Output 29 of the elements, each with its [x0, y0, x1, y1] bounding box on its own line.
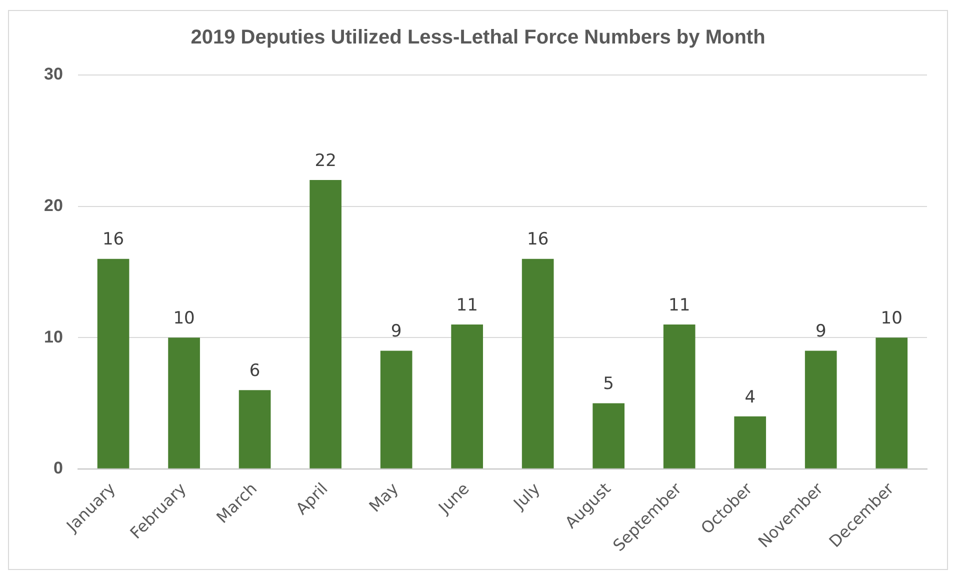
data-label: 9	[390, 322, 402, 342]
data-label: 10	[880, 308, 902, 329]
chart-title: 2019 Deputies Utilized Less-Lethal Force Numbers by Month	[190, 26, 766, 49]
data-label: 6	[249, 361, 260, 382]
data-label: 4	[744, 387, 756, 408]
bar	[310, 180, 342, 468]
bar	[804, 350, 837, 468]
y-tick-label: 0	[53, 458, 63, 478]
data-label: 5	[603, 374, 614, 394]
data-label: 16	[527, 230, 549, 250]
bar	[522, 258, 554, 468]
data-label: 11	[668, 295, 690, 316]
bar	[451, 324, 483, 468]
bar	[380, 350, 412, 468]
data-label: 22	[314, 150, 336, 171]
bar	[168, 338, 200, 468]
data-label: 10	[173, 308, 195, 329]
y-tick-label: 10	[44, 327, 63, 346]
y-tick-label: 20	[44, 196, 63, 215]
bar	[663, 324, 696, 468]
y-tick-label: 30	[44, 64, 63, 84]
bar	[876, 338, 908, 468]
data-label: 9	[815, 322, 826, 342]
data-label: 16	[102, 230, 124, 250]
bar	[734, 416, 766, 468]
data-label: 11	[456, 295, 478, 316]
bar	[97, 258, 130, 468]
bar	[238, 390, 271, 468]
bar	[592, 403, 625, 468]
